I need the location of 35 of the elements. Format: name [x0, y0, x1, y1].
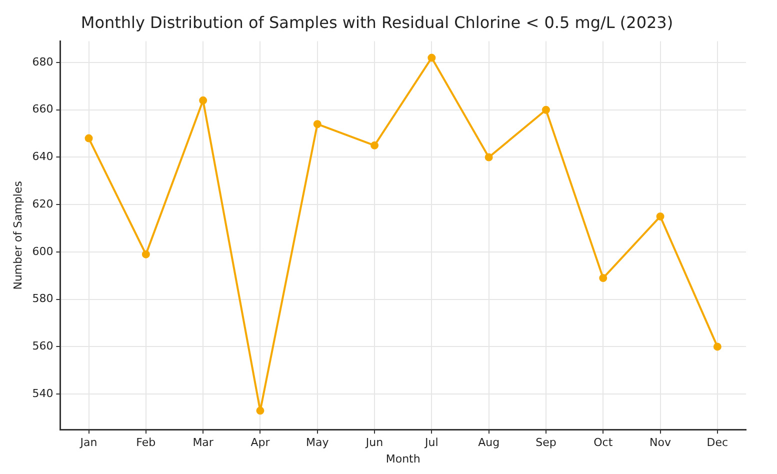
x-tick-label: Mar: [192, 436, 214, 450]
y-axis-title: Number of Samples: [11, 180, 24, 290]
x-tick-label: Jan: [79, 436, 98, 450]
x-tick-label: Apr: [250, 436, 270, 450]
point: [484, 153, 493, 162]
x-axis-title: Month: [386, 452, 420, 466]
point: [656, 212, 664, 220]
point: [199, 96, 208, 104]
point: [256, 406, 264, 415]
x-tick-label: Aug: [478, 436, 500, 450]
y-tick-label: 580: [32, 292, 54, 306]
y-tick-label: 560: [32, 340, 54, 353]
x-tick-label: Jun: [364, 436, 384, 450]
x-tick-label: Nov: [650, 436, 672, 450]
x-tick-label: Feb: [136, 436, 156, 450]
point: [370, 141, 379, 150]
chart-title: Monthly Distribution of Samples with Residual Chlorine < 0.5 mg/L (2023): [80, 12, 674, 32]
point: [599, 274, 608, 282]
point: [142, 250, 150, 258]
x-tick-label: Jul: [424, 436, 438, 450]
y-tick-label: 640: [32, 150, 54, 164]
y-tick-label: 680: [32, 55, 54, 68]
point: [713, 342, 722, 351]
point: [542, 106, 550, 114]
y-tick-label: 660: [32, 102, 54, 116]
x-tick-label: Oct: [594, 436, 614, 450]
x-tick-label: Sep: [536, 436, 556, 450]
point: [84, 134, 93, 142]
y-tick-label: 600: [32, 244, 54, 258]
y-tick-label: 620: [32, 197, 54, 210]
point: [313, 120, 322, 128]
y-tick-label: 540: [32, 386, 54, 400]
x-tick-label: Dec: [706, 436, 728, 450]
point: [428, 54, 436, 62]
x-tick-label: May: [306, 436, 330, 450]
